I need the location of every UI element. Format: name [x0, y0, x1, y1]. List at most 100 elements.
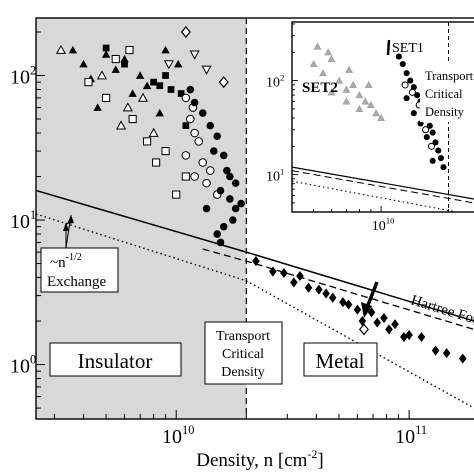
data-point-filled-diamond	[328, 292, 337, 303]
data-point-open-square	[125, 45, 134, 55]
data-point-open-square	[181, 172, 190, 181]
data-point-filled-circle	[229, 216, 237, 224]
data-point-open-circle	[190, 172, 199, 181]
data-point-filled-square	[150, 78, 157, 86]
data-point-filled-circle	[437, 154, 444, 162]
data-point-gray-triangle	[327, 88, 336, 96]
tick-label: 101	[266, 166, 284, 184]
data-point-filled-diamond	[380, 312, 388, 324]
data-point-filled-circle	[435, 147, 442, 154]
metal-label: Metal	[316, 349, 365, 373]
data-point-open-triangle	[137, 92, 149, 102]
data-point-open-circle	[202, 178, 211, 188]
exchange-power-label: ~n-1/2	[50, 252, 82, 271]
data-point-filled-diamond	[344, 299, 353, 310]
exchange-annotation: ~n-1/2 Exchange	[40, 214, 119, 293]
data-point-filled-circle	[429, 129, 436, 136]
data-point-open-circle	[186, 114, 195, 124]
data-point-filled-diamond	[373, 317, 382, 328]
data-point-filled-circle	[219, 222, 228, 231]
data-point-filled-triangle	[135, 71, 145, 79]
inset-transport-annotation: Transport Critical Density	[420, 64, 474, 122]
data-point-filled-circle	[206, 121, 215, 130]
data-point-filled-diamond	[358, 316, 367, 327]
density-label: Density	[221, 365, 265, 380]
data-point-filled-circle	[198, 109, 207, 117]
data-point-filled-triangle	[101, 50, 111, 58]
critical-label: Critical	[222, 347, 264, 362]
data-point-filled-circle	[210, 147, 218, 155]
data-point-filled-circle	[226, 172, 234, 181]
data-point-open-square	[111, 54, 120, 64]
data-point-open-square	[128, 114, 137, 124]
data-point-filled-triangle	[68, 45, 78, 54]
data-point-filled-circle	[407, 77, 414, 84]
inset-density-label: Density	[425, 105, 465, 119]
data-point-filled-circle	[216, 186, 225, 195]
data-point-filled-square	[102, 44, 110, 52]
data-point-filled-diamond	[442, 348, 451, 359]
data-point-filled-circle	[399, 60, 406, 68]
data-point-gray-triangle	[327, 54, 336, 62]
x-axis-label: Density, n [cm-2]	[196, 447, 324, 471]
data-point-filled-circle	[213, 132, 221, 141]
data-point-gray-triangle	[345, 65, 354, 73]
insulator-annotation: Insulator	[49, 342, 182, 377]
highlight-arrow	[361, 281, 379, 318]
insulator-label: Insulator	[78, 349, 153, 373]
data-point-filled-triangle	[111, 65, 120, 73]
data-point-open-circle	[408, 88, 416, 96]
main-axis-ticks: 100 101 102 1010 1011	[10, 31, 427, 448]
data-point-open-circle	[427, 142, 436, 150]
data-point-open-triangle	[122, 102, 133, 112]
data-point-filled-diamond	[322, 288, 330, 299]
data-point-gray-triangle	[313, 42, 322, 50]
data-point-gray-triangle	[361, 97, 370, 105]
data-point-gray-triangle	[366, 100, 375, 109]
data-point-open-circle	[190, 128, 199, 138]
data-point-gray-triangle	[342, 97, 351, 105]
data-point-filled-circle	[223, 166, 231, 175]
data-point-open-circle	[181, 151, 191, 160]
data-point-filled-diamond	[304, 282, 313, 293]
data-point-filled-diamond	[290, 277, 298, 288]
data-point-filled-circle	[423, 134, 430, 141]
data-point-open-circle	[194, 137, 204, 146]
data-point-filled-square	[121, 60, 128, 68]
data-point-filled-square	[182, 122, 190, 129]
data-point-filled-diamond	[400, 332, 408, 343]
data-point-open-inverted-triangle	[201, 65, 212, 75]
data-point-filled-circle	[231, 204, 240, 213]
data-point-filled-circle	[202, 204, 211, 213]
data-point-open-diamond	[358, 323, 369, 336]
data-point-filled-diamond	[417, 332, 426, 343]
data-point-gray-triangle	[364, 80, 373, 88]
data-point-filled-circle	[426, 122, 433, 129]
data-point-filled-triangle	[93, 103, 102, 111]
data-point-open-inverted-triangle	[189, 50, 200, 60]
data-point-open-triangle	[55, 44, 67, 54]
data-point-filled-square	[177, 90, 185, 97]
inset-critical-label: Critical	[425, 87, 463, 101]
tick-label: 101	[10, 208, 36, 233]
data-point-filled-circle	[403, 95, 410, 102]
data-point-gray-triangle	[377, 113, 386, 122]
main-plot: 100 101 102 1010 1011 ~n-1/2 Exchange Insula…	[10, 17, 474, 448]
data-point-open-diamond	[218, 76, 229, 89]
dotted-curve	[292, 180, 460, 212]
data-point-filled-circle	[440, 164, 447, 171]
data-point-filled-square	[167, 86, 175, 93]
hartree-fock-label: Hartree Fock	[409, 293, 474, 331]
data-point-filled-diamond	[315, 284, 323, 295]
data-point-open-triangle	[116, 120, 127, 130]
data-point-open-square	[152, 158, 161, 167]
data-point-filled-triangle	[79, 59, 88, 68]
data-point-open-circle	[198, 158, 208, 167]
data-point-gray-triangle	[324, 48, 333, 56]
data-point-filled-circle	[403, 70, 410, 77]
data-point-filled-circle	[226, 195, 234, 203]
data-point-filled-circle	[231, 179, 240, 187]
data-point-gray-triangle	[335, 76, 344, 84]
data-point-filled-triangle	[161, 45, 170, 54]
